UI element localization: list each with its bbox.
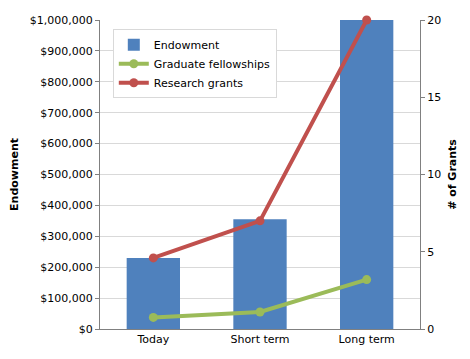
svg-text:# of Grants: # of Grants: [446, 139, 459, 210]
svg-text:Short term: Short term: [230, 333, 289, 346]
svg-text:$400,000: $400,000: [40, 199, 93, 212]
svg-text:$900,000: $900,000: [40, 45, 93, 58]
svg-text:Long term: Long term: [339, 333, 395, 346]
svg-text:Endowment: Endowment: [8, 138, 21, 211]
svg-text:Today: Today: [136, 333, 169, 346]
svg-text:20: 20: [427, 14, 441, 27]
svg-text:10: 10: [427, 168, 441, 181]
svg-text:$1,000,000: $1,000,000: [30, 14, 93, 27]
svg-text:$700,000: $700,000: [40, 107, 93, 120]
svg-text:Research grants: Research grants: [154, 77, 243, 90]
svg-text:$500,000: $500,000: [40, 168, 93, 181]
svg-text:0: 0: [427, 323, 434, 336]
svg-text:Endowment: Endowment: [154, 39, 220, 52]
svg-text:$300,000: $300,000: [40, 230, 93, 243]
svg-text:$200,000: $200,000: [40, 261, 93, 274]
svg-text:$100,000: $100,000: [40, 292, 93, 305]
svg-text:5: 5: [427, 246, 434, 259]
svg-text:Graduate fellowships: Graduate fellowships: [154, 58, 270, 71]
svg-text:$0: $0: [79, 323, 93, 336]
svg-text:$800,000: $800,000: [40, 76, 93, 89]
svg-text:$600,000: $600,000: [40, 137, 93, 150]
svg-text:15: 15: [427, 91, 441, 104]
